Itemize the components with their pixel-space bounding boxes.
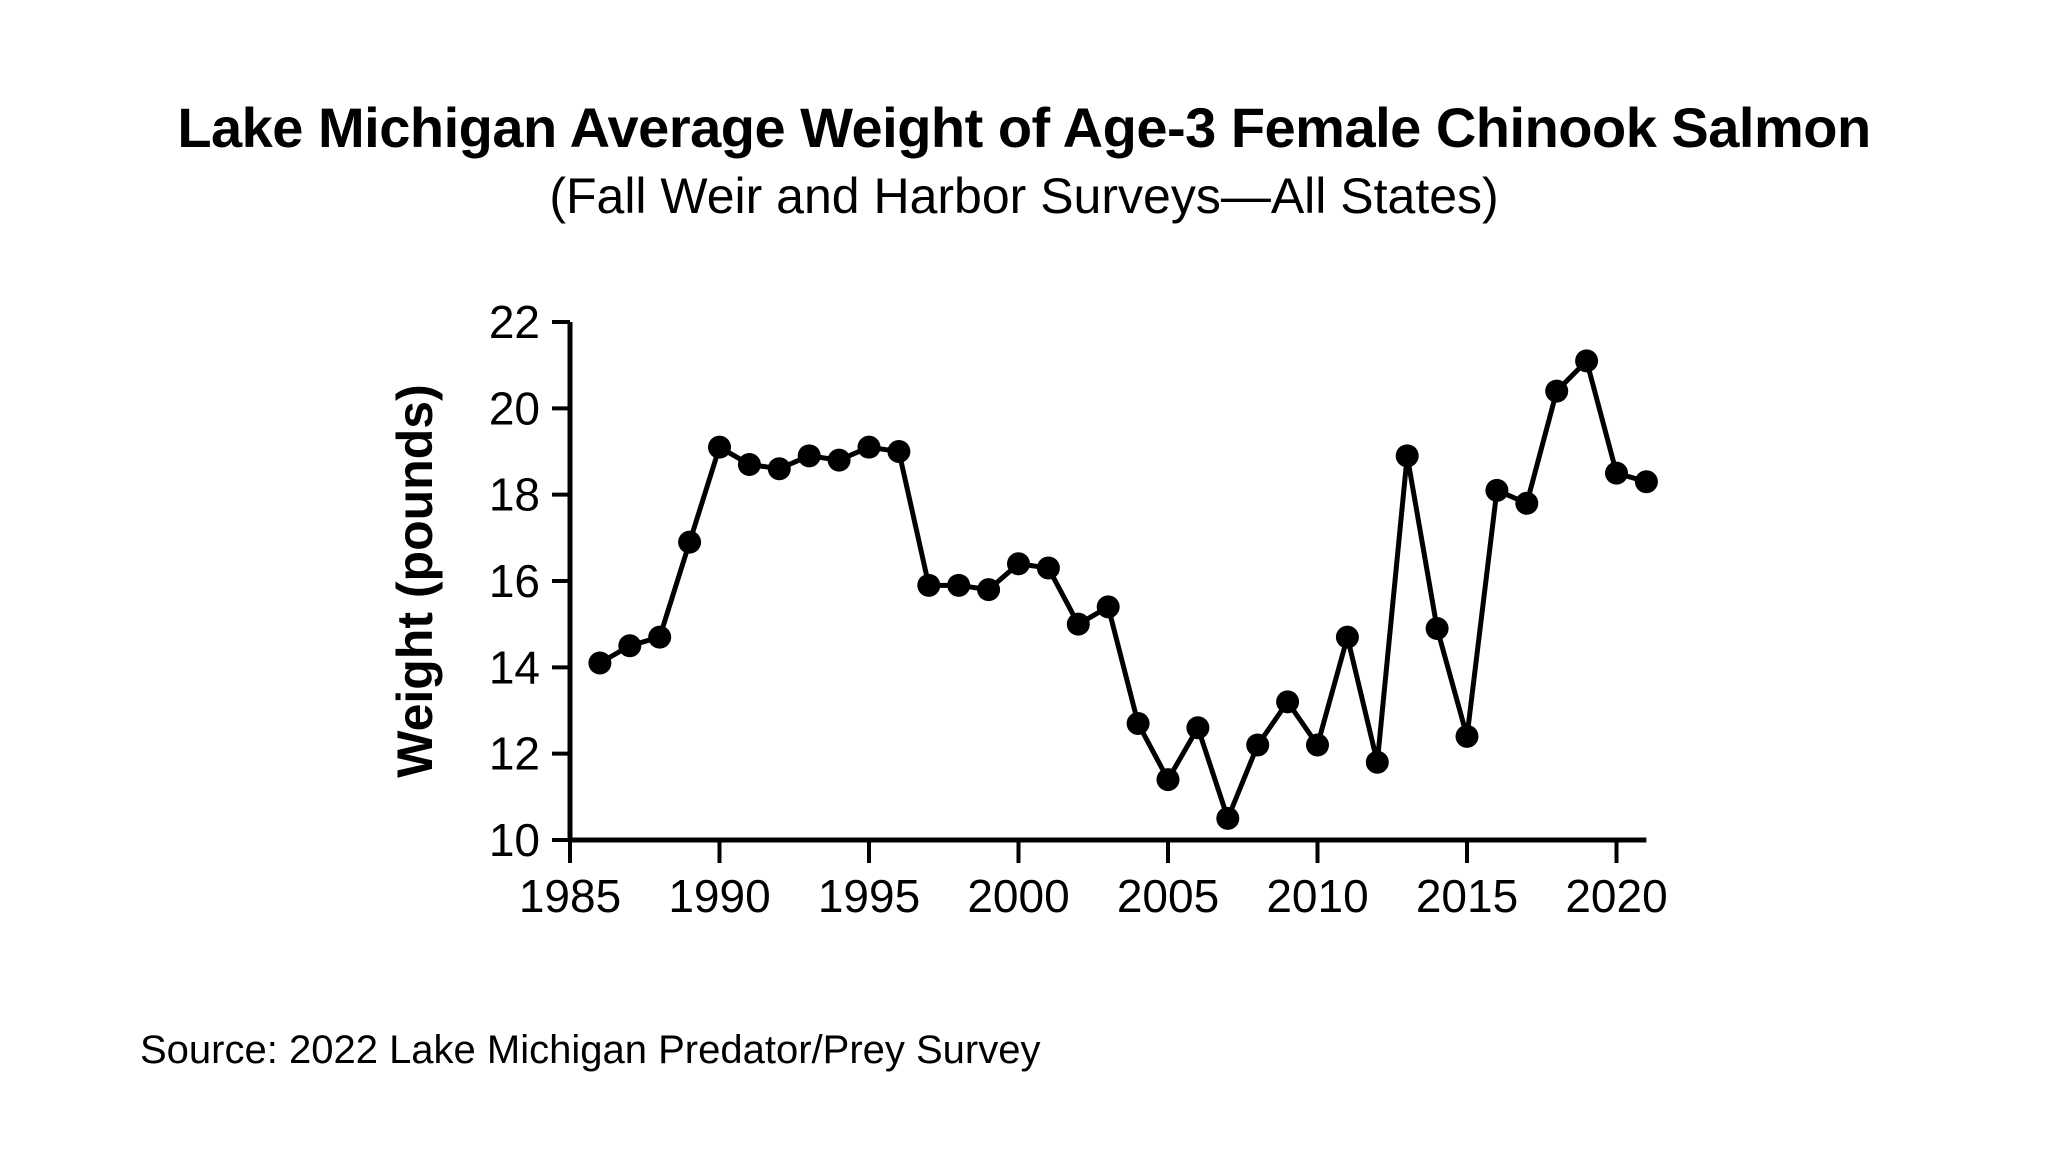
y-tick-label: 20 (489, 382, 540, 434)
x-tick-label: 2005 (1117, 870, 1219, 922)
data-point (1126, 711, 1150, 735)
data-point (1036, 556, 1060, 580)
y-tick-label: 10 (489, 814, 540, 866)
y-tick-label: 16 (489, 555, 540, 607)
x-tick-label: 2010 (1266, 870, 1368, 922)
axis-tick-labels: 10 12 14 16 18 20 22 1985 1990 1995 2000 2005 2010 20… (489, 296, 1668, 922)
data-point (1515, 491, 1539, 515)
data-point (1306, 733, 1329, 757)
data-point (1335, 625, 1359, 649)
data-point (917, 573, 941, 597)
data-point (1455, 724, 1479, 748)
data-point (767, 457, 791, 481)
data-point (1066, 612, 1090, 636)
data-point (1096, 595, 1120, 619)
data-point (1156, 768, 1180, 792)
chart-subtitle: (Fall Weir and Harbor Surveys—All States… (549, 168, 1499, 224)
data-point (887, 439, 911, 463)
data-point (618, 634, 642, 658)
y-tick-label: 12 (489, 728, 540, 780)
x-tick-label: 2015 (1416, 870, 1518, 922)
data-point (737, 452, 761, 476)
data-series (588, 349, 1658, 830)
data-point (1545, 379, 1569, 403)
data-point (588, 651, 612, 675)
data-point (857, 435, 881, 459)
axis-ticks (552, 319, 1619, 863)
data-point (1634, 470, 1658, 494)
x-tick-label: 2020 (1565, 870, 1667, 922)
data-point (678, 530, 702, 554)
data-point (1485, 478, 1509, 502)
data-point (1395, 444, 1419, 468)
x-tick-label: 2000 (967, 870, 1069, 922)
y-tick-label: 22 (489, 296, 540, 348)
data-point (797, 444, 821, 468)
data-point (1575, 349, 1599, 373)
x-tick-label: 1995 (818, 870, 920, 922)
x-tick-label: 1985 (519, 870, 621, 922)
data-point (708, 435, 731, 459)
data-point (1246, 733, 1270, 757)
data-point (947, 573, 971, 597)
source-note: Source: 2022 Lake Michigan Predator/Prey… (140, 1028, 1041, 1072)
x-tick-label: 1990 (668, 870, 770, 922)
data-point (1216, 806, 1240, 830)
y-tick-label: 18 (489, 469, 540, 521)
data-point (1605, 461, 1628, 485)
chart-title: Lake Michigan Average Weight of Age-3 Fe… (177, 96, 1871, 159)
data-point (1007, 552, 1030, 576)
data-point (1365, 750, 1389, 774)
data-point (648, 625, 672, 649)
data-point (977, 578, 1001, 602)
y-tick-label: 14 (489, 641, 540, 693)
data-point (827, 448, 851, 472)
data-line (597, 358, 1649, 821)
data-point (1186, 716, 1210, 740)
data-point (1425, 616, 1449, 640)
data-point (1276, 690, 1300, 714)
